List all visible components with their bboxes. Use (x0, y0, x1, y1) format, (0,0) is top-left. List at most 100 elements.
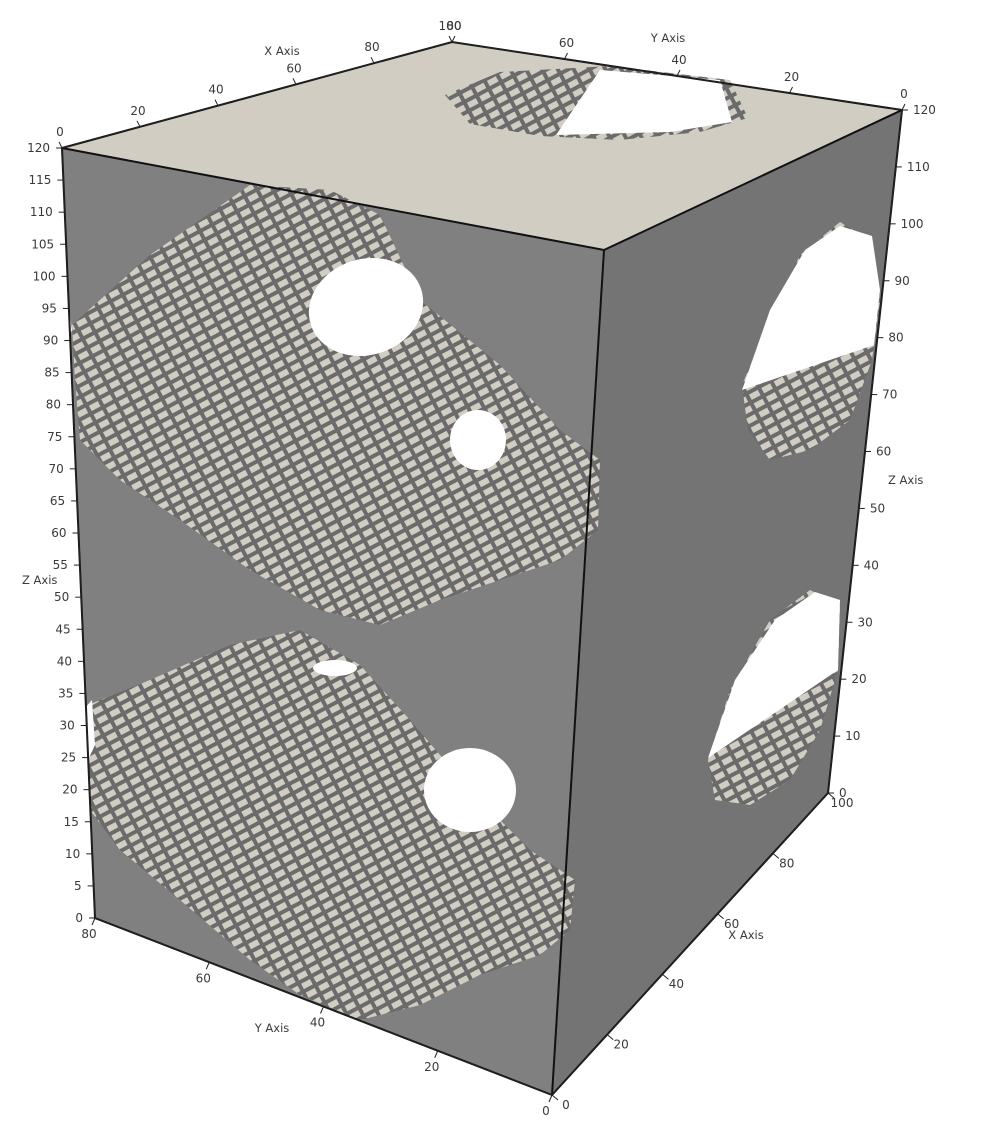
hole-front-lower (424, 748, 516, 832)
z-axis-left-tick-label: 15 (64, 815, 79, 829)
y-axis-top-tick-label: 40 (671, 53, 686, 67)
x-axis-bottom-tick (772, 853, 780, 859)
z-axis-left-tick-label: 80 (46, 398, 61, 412)
z-axis-left-tick-label: 55 (53, 558, 68, 572)
x-axis-top-tick-label: 40 (208, 83, 223, 97)
x-axis-bottom-tick (606, 1034, 614, 1040)
z-axis-left-tick-label: 35 (58, 686, 73, 700)
z-axis-left-tick-label: 30 (59, 719, 74, 733)
y-axis-bottom-tick (91, 917, 96, 926)
z-axis-left-tick-label: 20 (62, 783, 77, 797)
x-axis-top-tick (214, 99, 219, 106)
x-axis-bottom-tick-label: 100 (831, 796, 854, 810)
edge-vertical-front (551, 249, 605, 1096)
x-axis-bottom-title: X Axis (728, 928, 763, 942)
x-axis-bottom: 0 20 40 60 80 100 X Axis (551, 792, 854, 1112)
z-axis-left-tick-label: 90 (43, 334, 58, 348)
y-axis-bottom-tick (320, 1006, 324, 1014)
x-axis-bottom-tick (551, 1094, 559, 1101)
hole-right-upper (742, 226, 880, 390)
z-axis-left-tick-label: 115 (28, 173, 51, 187)
z-axis-right-tick-label: 20 (851, 672, 866, 686)
y-axis-top-tick (901, 103, 906, 111)
hole-front-lower-top (313, 660, 357, 676)
x-axis-top-tick-label: 60 (286, 61, 301, 75)
z-axis-left-tick-label: 120 (27, 141, 50, 155)
x-axis-top-tick (292, 78, 297, 85)
cavity-front-lower (88, 630, 575, 1020)
z-axis-left-tick-label: 100 (33, 269, 56, 283)
z-axis-left-tick-label: 10 (65, 847, 80, 861)
y-axis-top-tick-label: 20 (784, 70, 799, 84)
z-axis-right-tick-label: 0 (839, 786, 847, 800)
y-axis-top-tick (451, 35, 456, 43)
z-axis-right-tick-label: 30 (858, 615, 873, 629)
x-axis-top-tick-label: 0 (56, 125, 64, 139)
z-axis-left-tick-label: 95 (42, 301, 57, 315)
x-axis-top-tick-label: 80 (364, 40, 379, 54)
x-axis-bottom-tick (717, 913, 724, 920)
y-axis-bottom-tick-label: 60 (196, 971, 211, 985)
y-axis-bottom-tick-label: 20 (424, 1060, 439, 1074)
y-axis-top: 0 20 40 60 80 Y Axis (446, 19, 908, 111)
y-axis-top-title: Y Axis (650, 31, 686, 45)
y-axis-top-tick (564, 52, 568, 60)
y-axis-bottom: 0 20 40 60 80 Y Axis (81, 917, 553, 1118)
cavity-front-upper (72, 185, 600, 625)
x-axis-top-line (61, 41, 453, 149)
z-axis-right-tick-label: 40 (864, 558, 879, 572)
hole-front-upper (308, 257, 424, 357)
z-axis-left-tick-label: 105 (31, 237, 54, 251)
z-axis-right-title: Z Axis (888, 473, 923, 487)
z-axis-left-tick-label: 45 (55, 622, 70, 636)
hole-right-lower (708, 592, 840, 758)
z-axis-right-tick-label: 90 (895, 274, 910, 288)
y-axis-top-tick (789, 86, 793, 94)
x-axis-bottom-tick-label: 40 (669, 977, 684, 991)
y-axis-bottom-tick (434, 1050, 439, 1058)
y-axis-bottom-tick-label: 40 (310, 1016, 325, 1030)
z-axis-left-tick-label: 75 (47, 430, 62, 444)
y-axis-top-tick-label: 0 (900, 87, 908, 101)
z-axis-left: 0 5 10 15 20 25 30 35 40 45 50 55 60 65 70 75 80 85 90 95 10… (22, 141, 96, 925)
z-axis-right-tick-label: 10 (845, 729, 860, 743)
z-axis-right-tick-label: 110 (907, 160, 930, 174)
x-axis-top-title: X Axis (264, 44, 299, 58)
x-axis-top-tick-label: 20 (130, 104, 145, 118)
y-axis-bottom-tick-label: 80 (81, 927, 96, 941)
x-axis-top-tick (448, 35, 453, 43)
x-axis-bottom-tick (662, 973, 669, 980)
z-axis-left-tick-label: 0 (75, 911, 83, 925)
z-axis-right-tick-label: 50 (870, 501, 885, 515)
z-axis-right-tick-label: 100 (901, 217, 924, 231)
x-axis-top-tick-label: 100 (439, 19, 462, 33)
y-axis-top-tick-label: 60 (559, 36, 574, 50)
y-axis-bottom-tick (205, 962, 210, 970)
x-axis-bottom-tick-label: 20 (614, 1038, 629, 1052)
x-axis-bottom-tick-label: 0 (562, 1098, 570, 1112)
y-axis-top-tick (676, 69, 681, 77)
z-axis-left-tick-label: 5 (74, 879, 82, 893)
hole-front-middle-small (450, 410, 506, 470)
z-axis-right-tick-label: 70 (882, 388, 897, 402)
x-axis-bottom-tick-label: 80 (779, 856, 794, 870)
z-axis-left-tick-label: 40 (57, 654, 72, 668)
z-axis-left-tick-label: 50 (54, 590, 69, 604)
x-axis-bottom-tick-label: 60 (724, 917, 739, 931)
y-axis-top-tick-label: 80 (446, 19, 461, 33)
z-axis-right-tick-label: 120 (913, 103, 936, 117)
z-axis-left-title: Z Axis (22, 573, 57, 587)
y-axis-bottom-title: Y Axis (254, 1021, 290, 1035)
z-axis-left-tick-label: 85 (44, 366, 59, 380)
x-axis-top-tick (370, 56, 375, 64)
hole-top (556, 70, 732, 135)
z-axis-left-tick-label: 25 (61, 751, 76, 765)
z-axis-left-tick-label: 110 (30, 205, 53, 219)
x-axis-bottom-tick (827, 792, 835, 799)
y-axis-bottom-tick-label: 0 (542, 1104, 550, 1118)
z-axis-right: 0 10 20 30 40 50 60 70 80 90 100 110 120 Z Axis (827, 103, 936, 800)
axes: 0 5 10 15 20 25 30 35 40 45 50 55 60 65 70 75 80 85 90 95 10… (22, 19, 936, 1118)
